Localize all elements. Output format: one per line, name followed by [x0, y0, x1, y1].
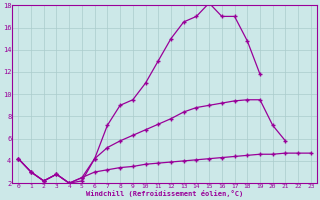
X-axis label: Windchill (Refroidissement éolien,°C): Windchill (Refroidissement éolien,°C) [86, 190, 243, 197]
